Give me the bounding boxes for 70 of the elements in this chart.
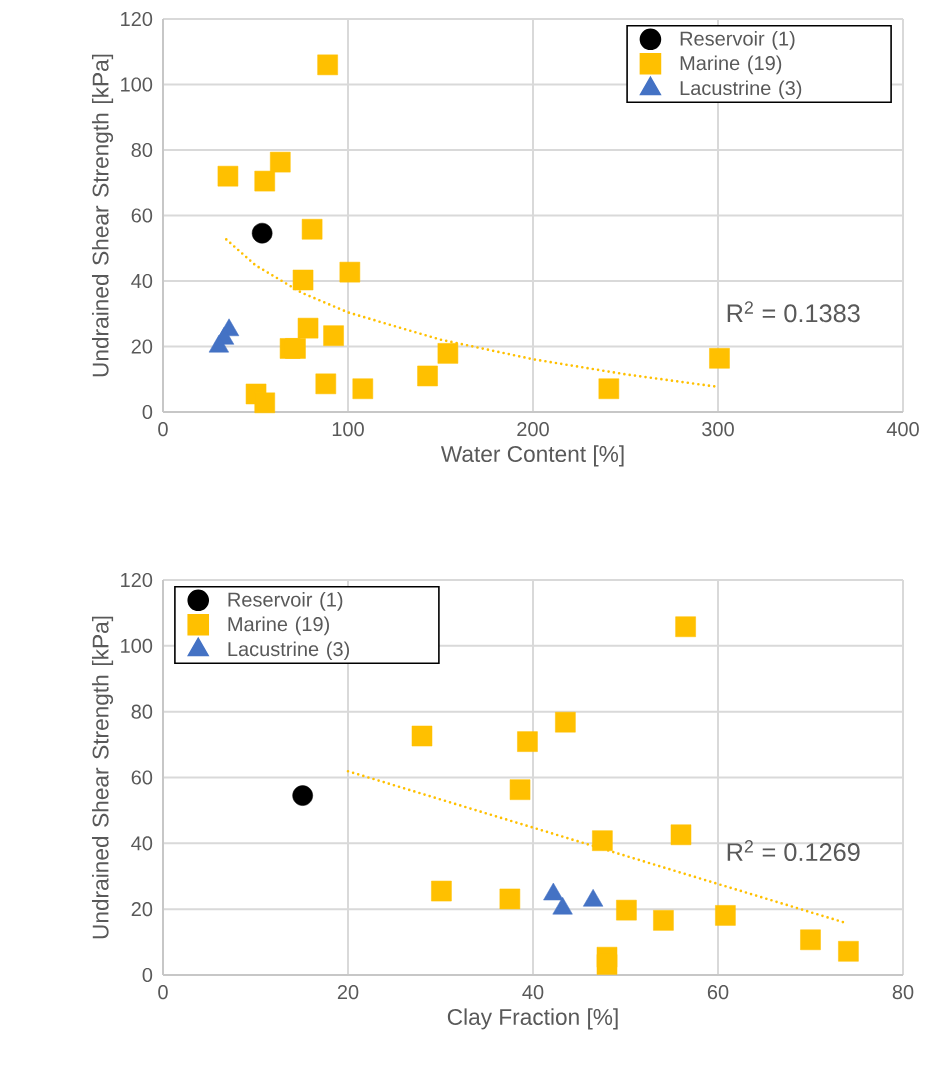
- point: [292, 785, 313, 806]
- y-tick-label: 80: [131, 142, 153, 158]
- point: [301, 218, 323, 240]
- point: [715, 905, 736, 926]
- y-tick-label: 0: [142, 967, 153, 983]
- x-tick-label: 20: [337, 985, 359, 1000]
- x-tick-label: 400: [886, 422, 919, 437]
- point: [517, 731, 538, 752]
- point: [315, 373, 337, 395]
- point: [437, 343, 459, 364]
- x-tick-label: 300: [702, 422, 734, 437]
- point: [352, 378, 374, 400]
- point: [323, 325, 344, 346]
- x-axis-title: Clay Fraction [%]: [447, 1008, 618, 1030]
- legend-label: Reservoir (1): [228, 592, 343, 611]
- point: [709, 348, 730, 369]
- point: [509, 779, 531, 800]
- point: [339, 261, 361, 283]
- point: [653, 910, 674, 931]
- y-tick-label: 120: [121, 572, 153, 588]
- point: [297, 317, 319, 339]
- x-tick-label: 60: [707, 985, 729, 1000]
- point: [254, 392, 276, 414]
- point: [431, 880, 452, 902]
- x-tick-label: 200: [517, 422, 549, 437]
- point: [417, 365, 438, 387]
- x-axis-title: Water Content [%]: [440, 445, 624, 467]
- legend-label: Lacustrine (3): [228, 641, 350, 661]
- y-tick-label: 0: [142, 404, 153, 420]
- y-tick-label: 120: [121, 11, 153, 27]
- y-tick-label: 80: [131, 704, 153, 719]
- y-tick-label: 20: [131, 339, 153, 354]
- point: [596, 954, 618, 975]
- y-tick-label: 60: [131, 208, 153, 223]
- point: [270, 151, 291, 173]
- point: [838, 941, 859, 962]
- point: [411, 725, 433, 747]
- y-tick-label: 100: [121, 638, 153, 653]
- point: [598, 378, 620, 400]
- y-tick-label: 40: [131, 273, 153, 289]
- point: [670, 824, 692, 846]
- x-tick-label: 80: [892, 985, 914, 1000]
- point: [292, 269, 314, 291]
- x-tick-label: 0: [158, 985, 168, 1000]
- point: [555, 711, 576, 733]
- x-tick-label: 40: [522, 985, 544, 1000]
- point: [616, 899, 637, 921]
- point: [592, 830, 613, 851]
- legend-label: Reservoir (1): [680, 31, 795, 50]
- point: [499, 888, 521, 910]
- y-tick-label: 20: [131, 902, 153, 917]
- annotation: R$^{2}$ = 0.1269: [727, 840, 860, 862]
- point: [217, 165, 239, 187]
- point: [285, 338, 306, 359]
- legend-label: Marine (19): [228, 616, 329, 636]
- y-tick-label: 40: [131, 836, 153, 851]
- point: [251, 222, 273, 244]
- point: [317, 54, 338, 76]
- x-tick-label: 0: [158, 422, 168, 437]
- legend-label: Marine (19): [680, 55, 782, 75]
- x-tick-label: 100: [332, 422, 364, 437]
- legend-label: Lacustrine (3): [680, 80, 802, 100]
- y-tick-label: 100: [121, 77, 153, 92]
- y-tick-label: 60: [131, 770, 153, 785]
- y-axis-title: Undrained Shear Strength [kPa]: [91, 616, 114, 939]
- point: [254, 170, 276, 192]
- point: [675, 616, 696, 637]
- annotation: R$^{2}$ = 0.1383: [727, 301, 860, 323]
- y-axis-title: Undrained Shear Strength [kPa]: [91, 54, 114, 377]
- point: [800, 929, 821, 951]
